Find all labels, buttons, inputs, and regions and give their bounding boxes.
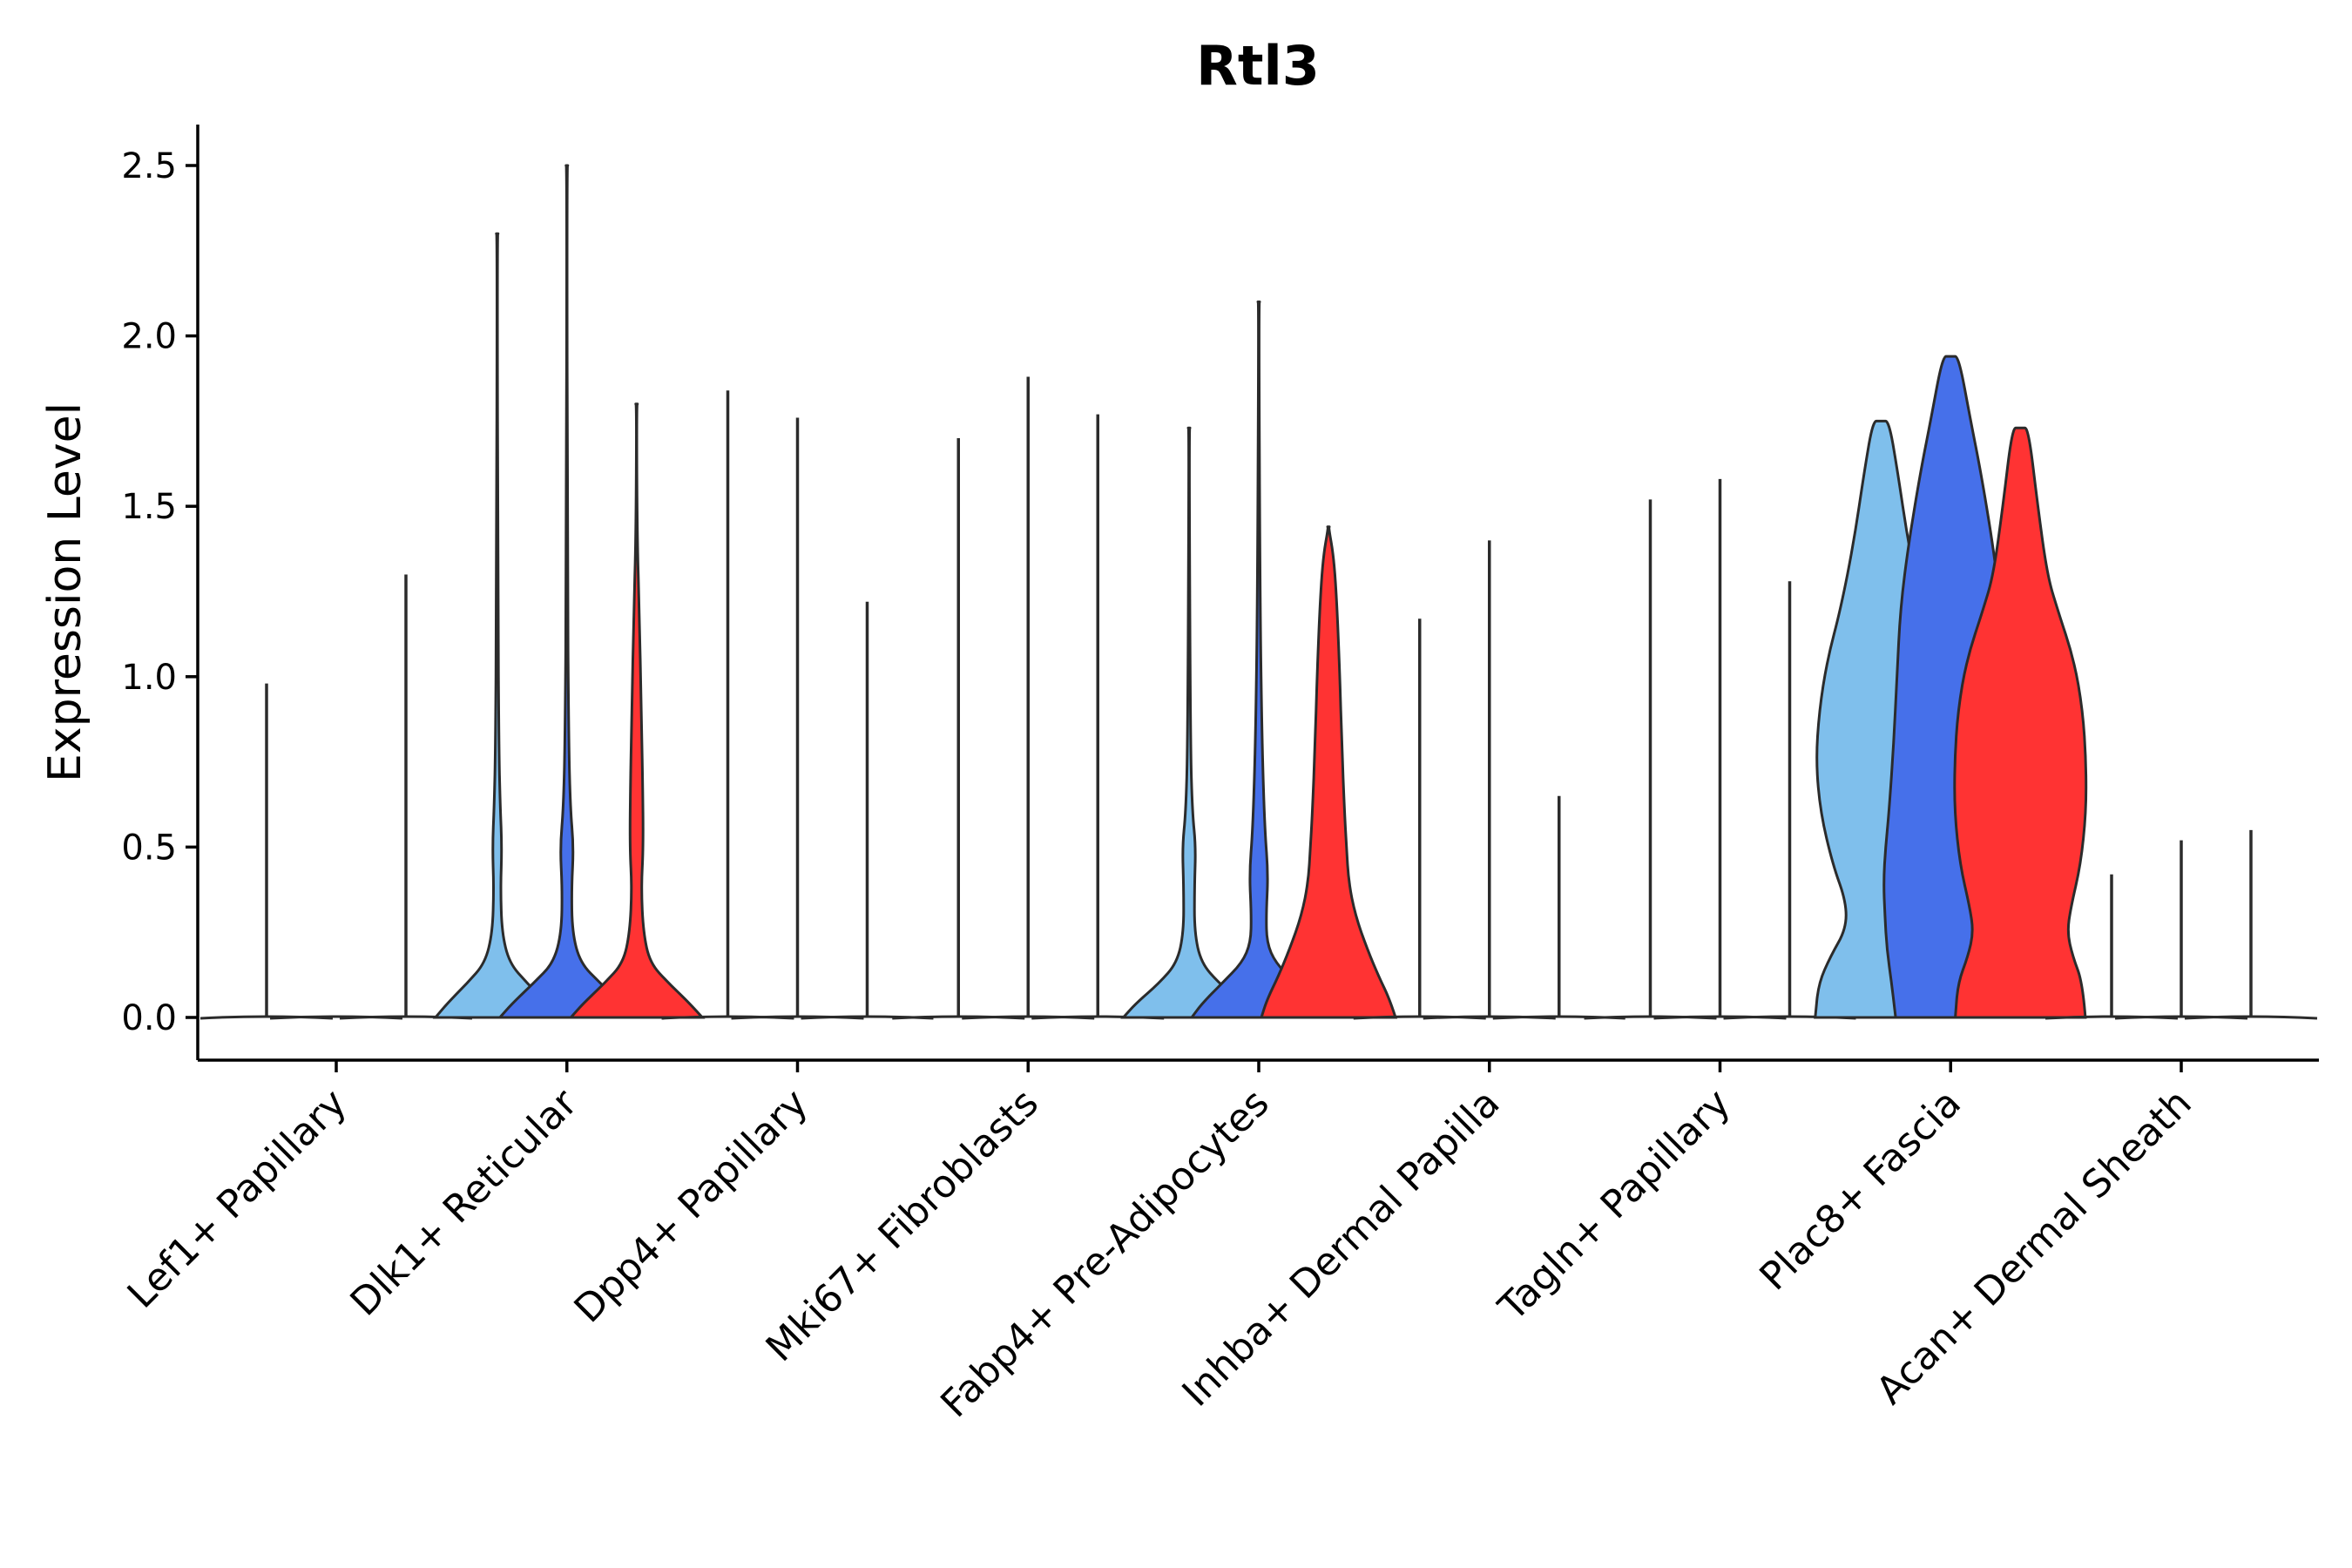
chart-title: Rtl3	[1196, 34, 1320, 98]
violin-body-3	[567, 402, 706, 1019]
y-tick-label: 1.0	[121, 658, 177, 698]
violin-body-2	[497, 164, 638, 1019]
violin-group	[661, 390, 934, 1020]
violin-group	[199, 574, 473, 1020]
violin-body-3	[1259, 525, 1398, 1019]
y-tick-label: 0.5	[121, 828, 177, 868]
violin-group	[432, 164, 706, 1019]
x-tick-label: Tagln+ Papillary	[1490, 1081, 1739, 1330]
violins-layer	[199, 164, 2318, 1020]
violin-body-1	[1120, 426, 1258, 1019]
y-ticks: 0.0 0.5 1.0 1.5 2.0 2.5	[121, 146, 198, 1038]
violin-group	[1353, 540, 1625, 1020]
y-axis-label: Expression Level	[39, 402, 91, 782]
violin-group	[892, 376, 1165, 1020]
x-tick-label: Dlk1+ Reticular	[342, 1080, 587, 1325]
violin-group	[1584, 478, 1856, 1020]
y-tick-label: 1.5	[121, 487, 177, 527]
violin-group	[1814, 355, 2088, 1019]
violin-body-3	[1953, 426, 2088, 1019]
violin-baseline	[2184, 1015, 2318, 1020]
y-tick-label: 2.0	[121, 317, 177, 357]
y-tick-label: 2.5	[121, 146, 177, 186]
x-tick-label: Lef1+ Papillary	[119, 1081, 355, 1317]
violin-body-2	[1189, 300, 1328, 1019]
violin-group	[2044, 829, 2318, 1020]
violin-body-1	[432, 232, 562, 1019]
violin-group	[1120, 300, 1398, 1019]
y-tick-label: 0.0	[121, 998, 177, 1038]
x-tick-label: Plac8+ Fascia	[1752, 1081, 1970, 1300]
x-tick-label: Dpp4+ Papillary	[566, 1081, 817, 1332]
